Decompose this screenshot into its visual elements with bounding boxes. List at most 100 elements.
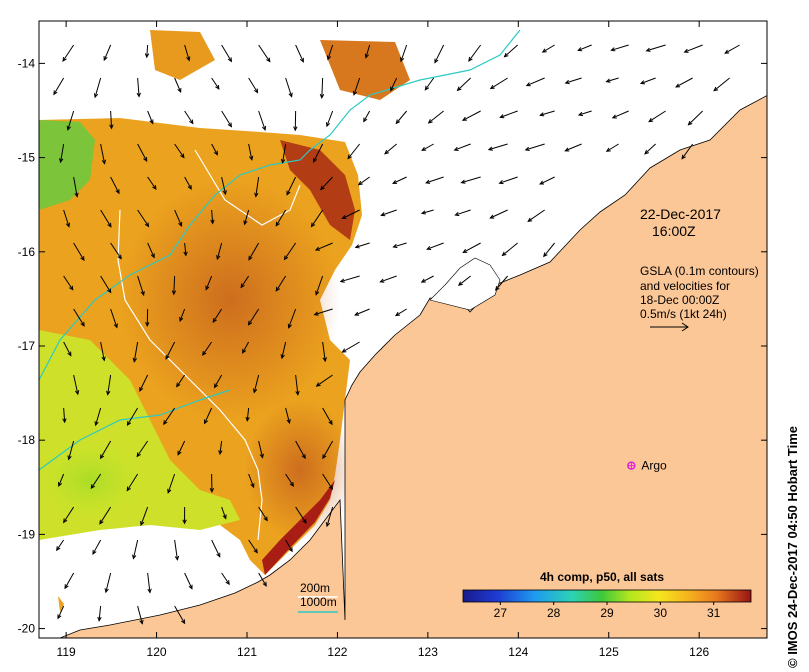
velocity-arrow: [644, 143, 656, 155]
velocity-arrow: [210, 209, 215, 225]
velocity-arrow: [137, 605, 144, 625]
contour-1000m: [39, 29, 521, 381]
velocity-arrow: [258, 110, 267, 131]
x-tick-label: 120: [147, 645, 167, 659]
velocity-arrow: [247, 308, 260, 326]
velocity-arrow: [341, 341, 360, 353]
velocity-arrow: [103, 44, 112, 62]
velocity-arrow: [280, 143, 287, 164]
velocity-arrow: [724, 44, 740, 54]
velocity-arrow: [184, 44, 191, 62]
velocity-arrow: [147, 110, 154, 125]
velocity-arrow: [539, 176, 555, 185]
velocity-arrow: [248, 77, 259, 94]
y-tick-label: -14: [18, 56, 36, 70]
velocity-arrow: [525, 77, 545, 87]
velocity-arrow: [315, 275, 324, 296]
velocity-arrow: [57, 605, 65, 620]
velocity-arrow: [147, 242, 155, 259]
colorbar-gradient: [462, 589, 752, 603]
sst-cool-nw: [39, 120, 95, 210]
x-tick-label: 122: [327, 645, 347, 659]
velocity-arrow: [352, 77, 361, 96]
velocity-arrow: [454, 209, 471, 217]
velocity-arrow: [322, 407, 333, 426]
plot-area: [39, 21, 767, 638]
velocity-arrow: [248, 539, 258, 554]
x-tick-label: 124: [508, 645, 528, 659]
contour-1000m-south: [39, 389, 231, 471]
x-tick-label: 119: [57, 645, 76, 659]
velocity-arrow: [73, 308, 85, 327]
velocity-arrow: [132, 341, 139, 363]
velocity-arrow: [453, 143, 471, 151]
velocity-arrow: [209, 473, 215, 493]
velocity-arrow: [275, 275, 287, 292]
velocity-arrow: [218, 440, 223, 456]
velocity-arrow: [681, 143, 694, 160]
velocity-arrow: [221, 506, 227, 520]
velocity-arrow: [240, 275, 250, 289]
velocity-arrow: [211, 539, 221, 558]
velocity-arrow: [62, 407, 67, 424]
velocity-arrow: [99, 506, 112, 525]
velocity-arrow: [295, 374, 300, 396]
velocity-arrow: [174, 143, 185, 159]
velocity-arrow: [245, 407, 250, 422]
velocity-arrow: [577, 44, 592, 52]
sst-warm-core: [120, 180, 340, 420]
velocity-arrow: [56, 539, 65, 552]
velocity-arrow: [325, 506, 334, 528]
velocity-arrow: [322, 473, 333, 491]
velocity-arrow: [174, 209, 183, 227]
date-label: 22-Dec-2017: [640, 206, 721, 222]
velocity-arrow: [221, 44, 233, 63]
velocity-arrow: [59, 143, 65, 164]
velocity-arrow: [248, 143, 254, 161]
velocity-arrow: [174, 539, 180, 561]
x-axis: 119 120 121 122 123 124 125 126: [57, 21, 710, 659]
velocity-arrow: [489, 77, 508, 90]
y-tick-label: -20: [18, 622, 36, 636]
colorbar: 4h comp, p50, all sats 27 28 29 30 31: [462, 570, 752, 620]
velocity-arrow: [605, 143, 619, 152]
velocity-arrow: [687, 110, 703, 126]
velocity-arrow: [183, 242, 188, 257]
velocity-arrow: [683, 44, 703, 53]
velocity-arrow: [132, 539, 139, 560]
velocity-arrow: [57, 473, 65, 488]
velocity-arrow: [605, 77, 619, 83]
velocity-arrow: [211, 143, 218, 156]
velocity-arrow: [392, 242, 407, 249]
velocity-arrow: [425, 176, 444, 184]
y-axis: -14 -15 -16 -17 -18 -19 -20: [18, 56, 767, 636]
velocity-arrow: [147, 572, 152, 594]
argo-float-marker: [627, 461, 636, 470]
velocity-arrow: [66, 110, 75, 131]
velocity-arrow: [400, 44, 408, 63]
velocity-arrow: [184, 572, 193, 590]
gsla-line-1: GSLA (0.1m contours): [640, 264, 759, 278]
x-tick-label: 123: [418, 645, 438, 659]
velocity-arrow: [639, 77, 656, 85]
velocity-arrow: [213, 374, 223, 389]
y-tick-label: -15: [18, 151, 36, 165]
velocity-arrow: [364, 44, 371, 59]
velocity-arrow: [63, 341, 72, 357]
velocity-arrow: [285, 539, 293, 553]
velocity-arrow: [645, 44, 666, 52]
sst-hot-coast: [262, 480, 335, 575]
velocity-arrow: [243, 209, 250, 226]
velocity-arrow: [221, 110, 233, 128]
velocity-arrow: [184, 176, 192, 191]
velocity-arrow: [363, 110, 371, 123]
velocity-arrow: [252, 374, 260, 394]
x-tick-label: 121: [237, 645, 257, 659]
velocity-arrow: [380, 209, 397, 217]
velocity-arrow: [205, 275, 213, 291]
velocity-arrow: [392, 176, 407, 184]
velocity-arrow: [286, 176, 297, 196]
y-tick-label: -17: [18, 339, 36, 353]
velocity-arrow: [424, 77, 435, 91]
y-tick-label: -18: [18, 433, 36, 447]
